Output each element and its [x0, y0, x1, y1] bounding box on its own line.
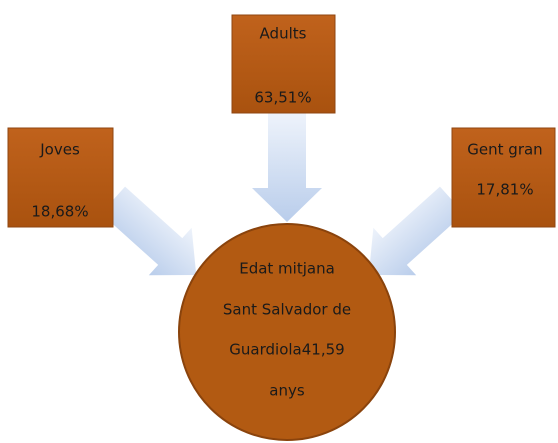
node-label: Adults — [260, 25, 307, 43]
arrow — [252, 113, 322, 222]
center-line: Edat mitjana — [239, 260, 335, 278]
node-label: Joves — [39, 141, 80, 159]
box — [451, 127, 556, 228]
node-value: 17,81% — [476, 181, 533, 199]
center-line: anys — [269, 382, 305, 400]
node-value: 63,51% — [254, 89, 311, 107]
node-label: Gent gran — [467, 141, 542, 159]
box — [7, 127, 114, 228]
center-line: Sant Salvador de — [223, 301, 351, 319]
box — [231, 14, 336, 114]
arrow — [100, 186, 197, 276]
arrow — [368, 186, 465, 276]
node-value: 18,68% — [31, 203, 88, 221]
center-circle — [178, 223, 396, 441]
center-line: Guardiola41,59 — [229, 341, 344, 359]
